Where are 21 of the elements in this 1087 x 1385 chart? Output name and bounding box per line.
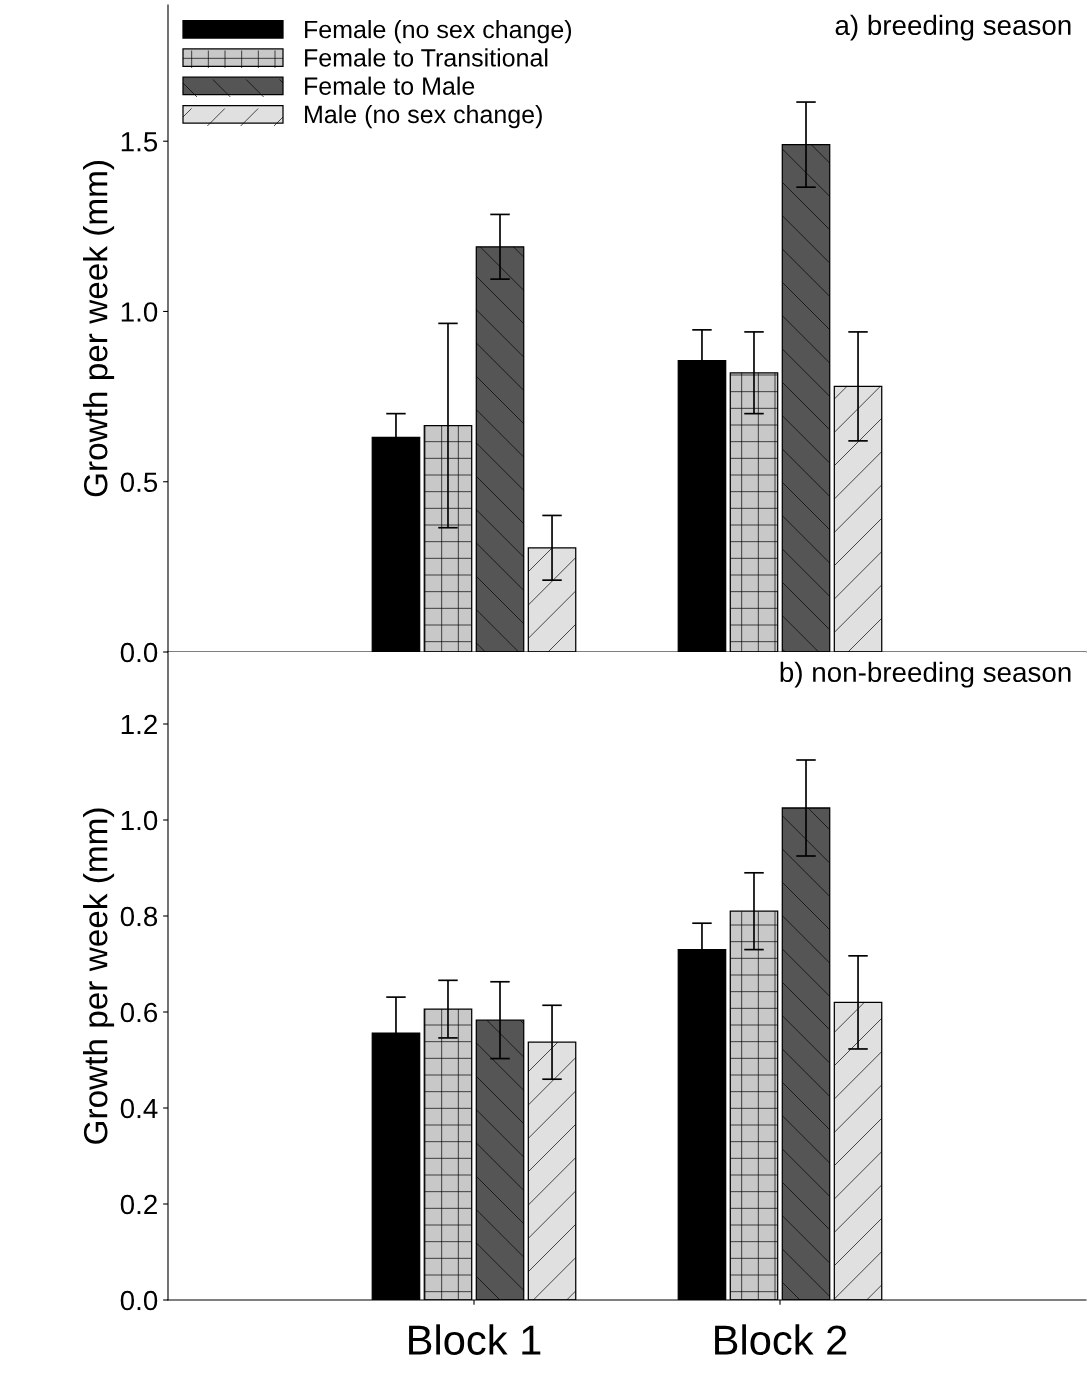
legend-label: Female to Transitional	[305, 48, 548, 67]
x-tick-label: Block 1	[409, 1324, 541, 1355]
y-tick-label: 0.4	[120, 1098, 158, 1119]
x-tick-label: Block 2	[715, 1324, 847, 1355]
y-tick-label: 0.0	[120, 1290, 158, 1311]
y-tick-label: 1.0	[121, 302, 158, 322]
legend-label: Male (no sex change)	[305, 104, 542, 129]
y-axis-title: Growth per week (mm)	[83, 808, 115, 1144]
y-axis-title: Growth per week (mm)	[83, 161, 115, 497]
legend-label: Female to Male	[305, 76, 475, 95]
y-tick-label: 0.8	[120, 906, 158, 927]
annotation: b) non-breeding season	[780, 661, 1071, 688]
y-tick-label: 0.6	[120, 1002, 158, 1023]
annotation: a) breeding season	[835, 14, 1071, 41]
y-tick-label: 0.5	[120, 472, 158, 493]
y-tick-label: 1.0	[121, 810, 158, 831]
y-tick-label: 0.0	[120, 642, 158, 663]
legend-label: Female (no sex change)	[305, 20, 572, 44]
y-tick-label: 1.2	[121, 714, 157, 735]
y-tick-label: 0.2	[120, 1194, 157, 1215]
y-tick-label: 1.5	[121, 132, 158, 152]
